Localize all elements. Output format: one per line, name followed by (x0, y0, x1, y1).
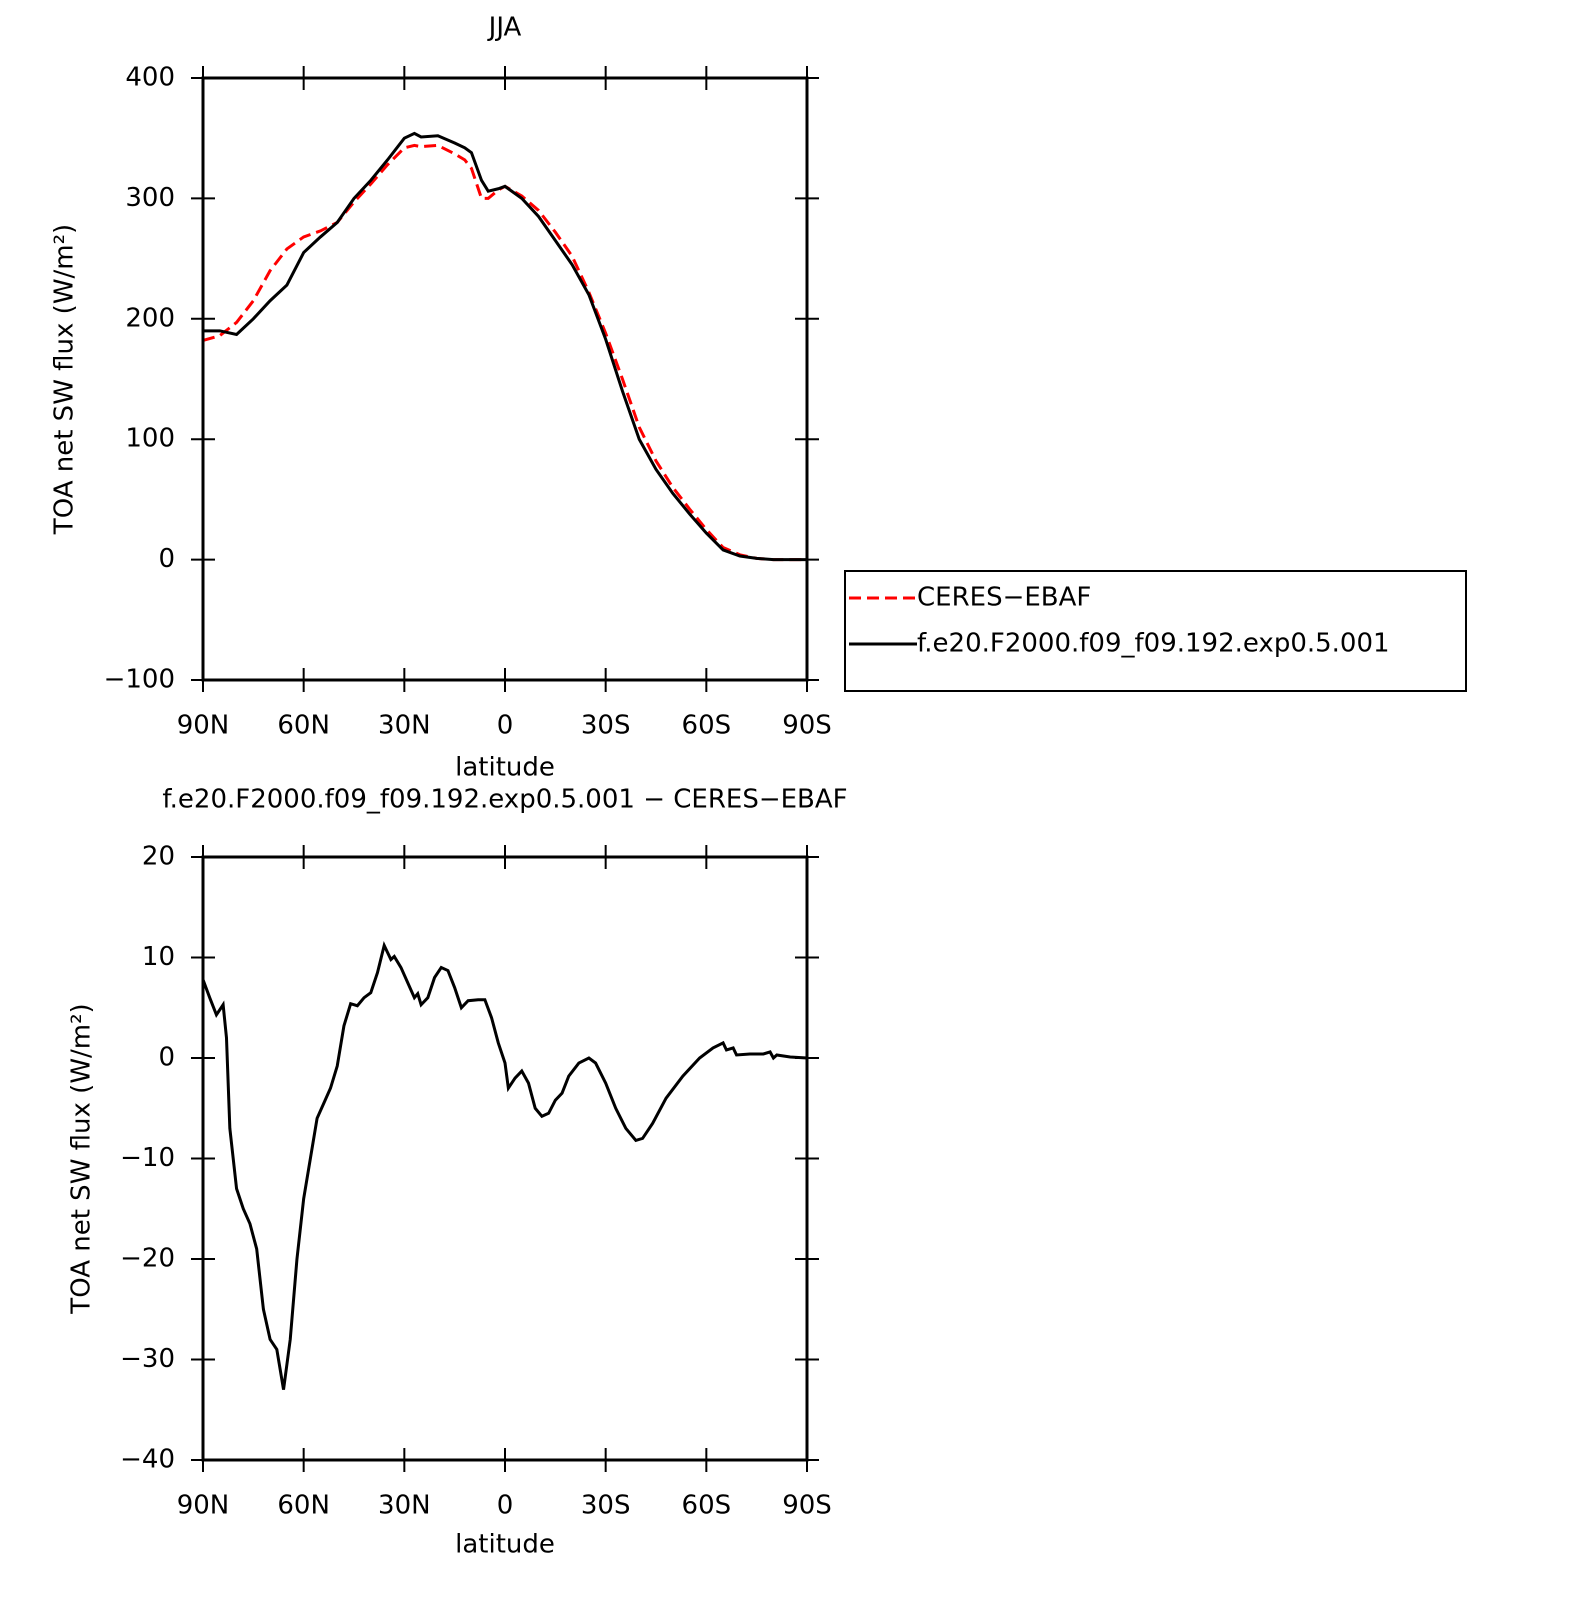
y-tick-label: 200 (125, 303, 175, 333)
x-tick-label: 30S (581, 1491, 631, 1521)
x-tick-label: 30N (378, 711, 431, 741)
y-tick-label: −10 (120, 1143, 175, 1173)
x-tick-label: 60S (682, 1491, 732, 1521)
legend-box (844, 570, 1467, 692)
x-tick-label: 0 (497, 1491, 514, 1521)
data-line (203, 131, 807, 562)
x-tick-label: 60N (277, 1491, 330, 1521)
x-tick-label: 90N (177, 1491, 230, 1521)
y-axis-label: TOA net SW flux (W/m²) (67, 1003, 97, 1314)
y-tick-label: 0 (158, 544, 175, 574)
x-tick-label: 0 (497, 711, 514, 741)
plot-frame (201, 76, 809, 682)
x-axis-label: latitude (455, 753, 555, 783)
y-tick-label: 100 (125, 424, 175, 454)
data-line (201, 941, 808, 1390)
y-tick-label: 300 (125, 183, 175, 213)
x-tick-label: 30S (581, 711, 631, 741)
y-tick-label: −40 (120, 1445, 175, 1475)
x-tick-label: 30N (378, 1491, 431, 1521)
x-tick-label: 90S (782, 1491, 832, 1521)
chart-title: f.e20.F2000.f09_f09.192.exp0.5.001 − CER… (162, 785, 847, 815)
y-axis-label: TOA net SW flux (W/m²) (50, 224, 80, 535)
y-tick-label: 10 (142, 942, 175, 972)
chart-title: JJA (487, 13, 522, 43)
x-tick-label: 60S (682, 711, 732, 741)
y-tick-label: −20 (120, 1244, 175, 1274)
data-line (202, 143, 807, 562)
y-tick-label: −100 (104, 665, 175, 695)
x-tick-label: 60N (277, 711, 330, 741)
legend-label: CERES−EBAF (917, 583, 1091, 613)
y-tick-label: 0 (158, 1043, 175, 1073)
x-axis-label: latitude (455, 1530, 555, 1560)
x-tick-label: 90N (177, 711, 230, 741)
y-tick-label: 400 (125, 63, 175, 93)
y-tick-label: 20 (142, 842, 175, 872)
y-tick-label: −30 (120, 1344, 175, 1374)
plot-frame (201, 855, 809, 1462)
legend-label: f.e20.F2000.f09_f09.192.exp0.5.001 (917, 629, 1390, 659)
x-tick-label: 90S (782, 711, 832, 741)
